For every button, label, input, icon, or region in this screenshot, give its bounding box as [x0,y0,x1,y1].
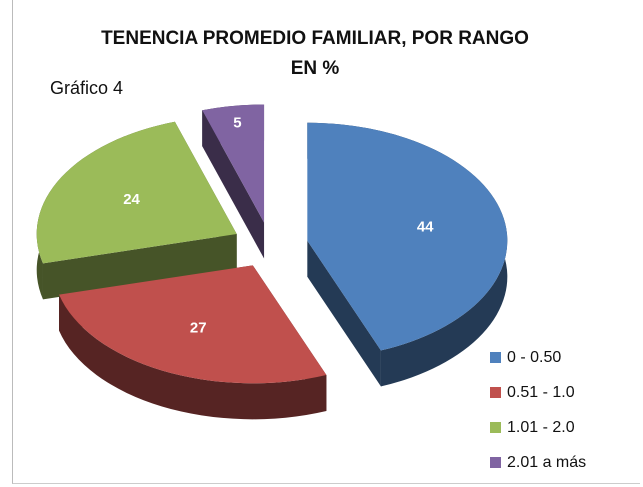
legend-swatch [490,387,501,398]
pie-slice [202,104,265,223]
slice-wall [307,240,381,387]
legend-label: 2.01 a más [507,454,586,471]
value-label: 27 [190,319,207,336]
legend-label: 1.01 - 2.0 [507,419,575,436]
legend-label: 0.51 - 1.0 [507,384,575,401]
pie-slice [59,265,327,384]
slice-wall [42,234,237,300]
chart-frame [12,0,640,484]
chart-title: TENENCIA PROMEDIO FAMILIAR, POR RANGO EN… [101,28,529,79]
annotation: Gráfico 4 [50,78,124,98]
legend-swatch [490,352,501,363]
slice-side [59,294,327,420]
legend-label: 0 - 0.50 [507,349,561,366]
legend-swatch [490,457,501,468]
legend-swatch [490,422,501,433]
pie-slice [36,121,237,264]
pie-slice [307,122,508,351]
slice-wall [202,110,265,259]
value-label: 24 [123,191,140,208]
value-label: 5 [233,114,241,131]
value-label: 44 [417,218,434,235]
